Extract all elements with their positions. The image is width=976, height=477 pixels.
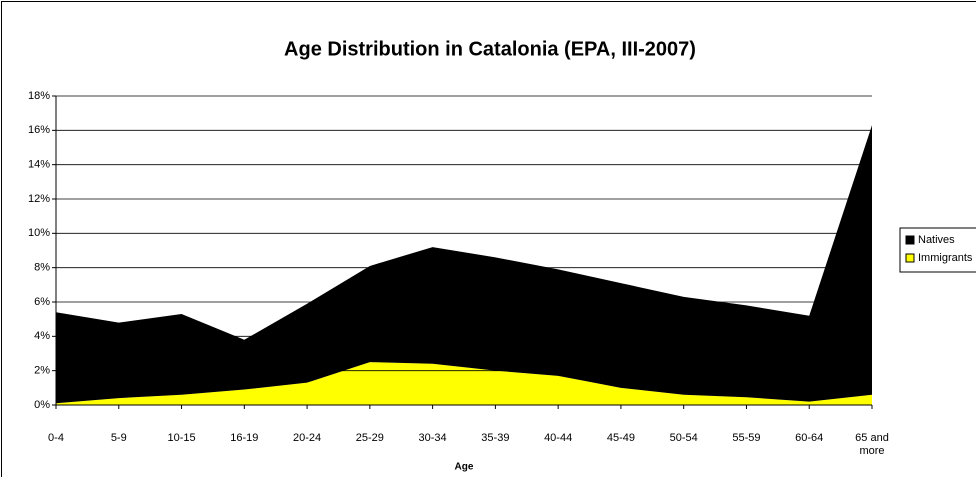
- chart-title: Age Distribution in Catalonia (EPA, III-…: [284, 38, 696, 60]
- x-tick-label: 65 and more: [855, 432, 889, 457]
- x-tick-label: 25-29: [355, 432, 384, 444]
- legend-label: Natives: [918, 234, 955, 246]
- x-tick-label: 16-19: [230, 432, 259, 444]
- y-tick-label: 16%: [28, 124, 50, 136]
- x-tick-label: 40-44: [544, 432, 573, 444]
- area: [56, 362, 872, 405]
- x-tick-label: 60-64: [795, 432, 824, 444]
- y-tick-label: 18%: [28, 90, 50, 102]
- legend-swatch: [905, 235, 915, 245]
- x-tick-label: 45-49: [606, 432, 635, 444]
- area: [56, 125, 872, 404]
- x-tick-label: 30-34: [418, 432, 447, 444]
- x-tick-label: 50-54: [669, 432, 698, 444]
- legend-label: Immigrants: [918, 252, 973, 264]
- legend-swatch: [905, 253, 915, 263]
- y-tick-label: 14%: [28, 159, 50, 171]
- x-tick-label: 10-15: [167, 432, 196, 444]
- y-tick-label: 4%: [34, 330, 50, 342]
- y-tick-label: 0%: [34, 399, 50, 411]
- y-tick-label: 12%: [28, 193, 50, 205]
- x-tick-label: 5-9: [110, 432, 127, 444]
- y-tick-label: 2%: [34, 365, 50, 377]
- x-tick-label: 20-24: [292, 432, 322, 444]
- y-tick-label: 8%: [34, 262, 50, 274]
- x-tick-label: 35-39: [481, 432, 510, 444]
- legend-box: [899, 227, 976, 273]
- y-tick-label: 10%: [28, 227, 50, 239]
- y-tick-label: 6%: [34, 296, 50, 308]
- x-axis-label: Age: [455, 462, 474, 473]
- x-tick-label: 55-59: [732, 432, 761, 444]
- x-tick-label: 0-4: [48, 432, 64, 444]
